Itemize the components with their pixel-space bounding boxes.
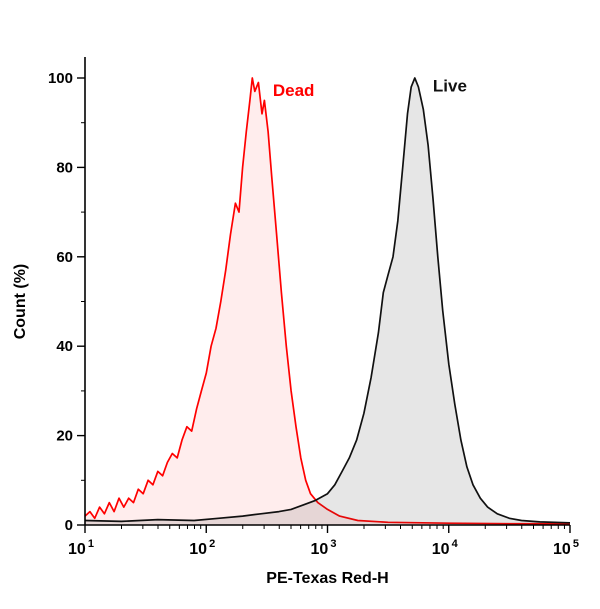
y-axis-title: Count (%) <box>12 264 29 340</box>
x-tick-label: 10 1 <box>68 538 94 558</box>
dead-annotation: Dead <box>273 81 315 100</box>
live-curve <box>84 77 571 524</box>
y-tick-label: 20 <box>56 428 73 445</box>
live-curve-fill <box>85 78 570 525</box>
dead-curve <box>84 77 570 525</box>
x-tick-label: 10 5 <box>553 538 579 558</box>
y-tick-label: 80 <box>56 159 73 176</box>
live-annotation: Live <box>433 76 467 95</box>
x-tick-label: 10 2 <box>189 538 215 558</box>
y-tick-label: 40 <box>56 338 73 355</box>
y-tick-label: 0 <box>65 517 73 534</box>
x-tick-label: 10 3 <box>311 538 337 558</box>
dead-curve-fill <box>85 78 570 525</box>
x-tick-label: 10 4 <box>432 538 459 558</box>
x-axis-title: PE-Texas Red-H <box>266 570 388 587</box>
y-tick-label: 100 <box>48 70 73 87</box>
y-tick-label: 60 <box>56 249 73 266</box>
